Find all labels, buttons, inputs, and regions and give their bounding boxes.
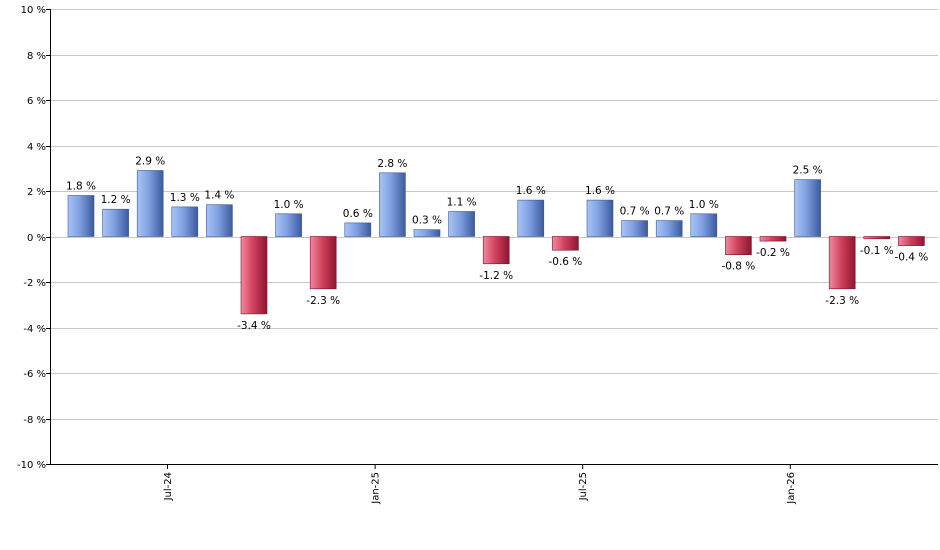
bar-negative — [482, 236, 510, 265]
bar-data-label: 1.1 % — [447, 197, 477, 209]
bar-negative — [828, 236, 856, 290]
bar-data-label: -2.3 % — [306, 295, 340, 307]
y-axis-tick-labels: 10 % 8 % 6 % 4 % 2 % 0 % -2 % -4 % -6 % -8 % -10 % — [17, 5, 46, 471]
bar-data-label: -2.3 % — [825, 295, 859, 307]
bar-positive — [586, 199, 614, 237]
bar-positive — [171, 206, 199, 237]
bar-positive — [67, 195, 95, 237]
bar-positive — [344, 222, 372, 237]
bar-positive — [275, 213, 302, 237]
bar-positive — [102, 208, 129, 237]
bar-data-label: -3.4 % — [237, 320, 271, 332]
bar-data-label: 1.0 % — [274, 199, 304, 211]
bar-data-label: 1.4 % — [204, 190, 234, 202]
y-tick-label: -4 % — [23, 324, 46, 335]
bar-data-label: 1.6 % — [585, 185, 615, 197]
y-tick-label: 8 % — [27, 51, 46, 62]
y-tick-label: -2 % — [23, 278, 46, 289]
y-tick-label: 6 % — [27, 96, 46, 107]
axes — [46, 9, 938, 469]
bar-data-label: -0.4 % — [894, 252, 928, 264]
bar-negative — [898, 236, 925, 246]
bar-positive — [448, 211, 475, 237]
y-tick-label: -6 % — [23, 369, 46, 380]
bar-data-label: 0.7 % — [620, 206, 650, 218]
y-tick-label: -10 % — [17, 460, 46, 471]
bar-data-labels: 1.8 % 1.2 % 2.9 % 1.3 % 1.4 % -3.4 % 1.0 % -2.3… — [66, 156, 928, 332]
bar-data-label: 2.9 % — [135, 156, 165, 168]
bar-negative — [240, 236, 268, 315]
x-tick-label: Jan-26 — [786, 472, 797, 505]
bar-negative — [552, 236, 579, 251]
bar-positive — [206, 204, 233, 237]
y-tick-label: 2 % — [27, 187, 46, 198]
bar-data-label: 0.3 % — [412, 215, 442, 227]
x-tick-label: Jul-24 — [163, 472, 174, 501]
bar-data-label: 1.0 % — [689, 199, 719, 211]
bar-data-label: -0.6 % — [548, 256, 582, 268]
bar-negative — [725, 236, 752, 256]
bar-data-label: 1.2 % — [101, 194, 131, 206]
bar-data-label: -1.2 % — [479, 270, 513, 282]
bar-data-label: 2.8 % — [377, 158, 407, 170]
bar-negative — [309, 236, 337, 290]
bar-data-label: 0.7 % — [654, 206, 684, 218]
bars — [67, 170, 925, 315]
bar-data-label: 1.6 % — [516, 185, 546, 197]
bar-data-label: 1.3 % — [170, 192, 200, 204]
bar-positive — [413, 229, 441, 237]
x-tick-label: Jan-25 — [371, 472, 382, 505]
bar-positive — [621, 220, 648, 237]
bar-data-label: 1.8 % — [66, 181, 96, 193]
y-tick-label: -8 % — [23, 415, 46, 426]
bar-positive — [136, 170, 164, 237]
bar-positive — [655, 220, 683, 237]
bar-data-label: 0.6 % — [343, 208, 373, 220]
x-axis-tick-labels: Jul-24 Jan-25 Jul-25 Jan-26 — [163, 472, 797, 505]
y-tick-label: 4 % — [27, 142, 46, 153]
bar-data-label: -0.2 % — [756, 247, 790, 259]
bar-data-label: -0.8 % — [721, 261, 755, 273]
bar-negative — [759, 236, 787, 242]
bar-positive — [690, 213, 718, 237]
y-tick-label: 10 % — [21, 5, 46, 16]
bar-data-label: -0.1 % — [860, 245, 894, 257]
bar-positive — [379, 172, 406, 237]
bar-positive — [517, 199, 545, 237]
x-tick-label: Jul-25 — [578, 472, 589, 501]
bar-negative — [863, 236, 891, 240]
y-tick-label: 0 % — [27, 233, 46, 244]
bar-data-label: 2.5 % — [793, 165, 823, 177]
bar-positive — [794, 179, 821, 237]
